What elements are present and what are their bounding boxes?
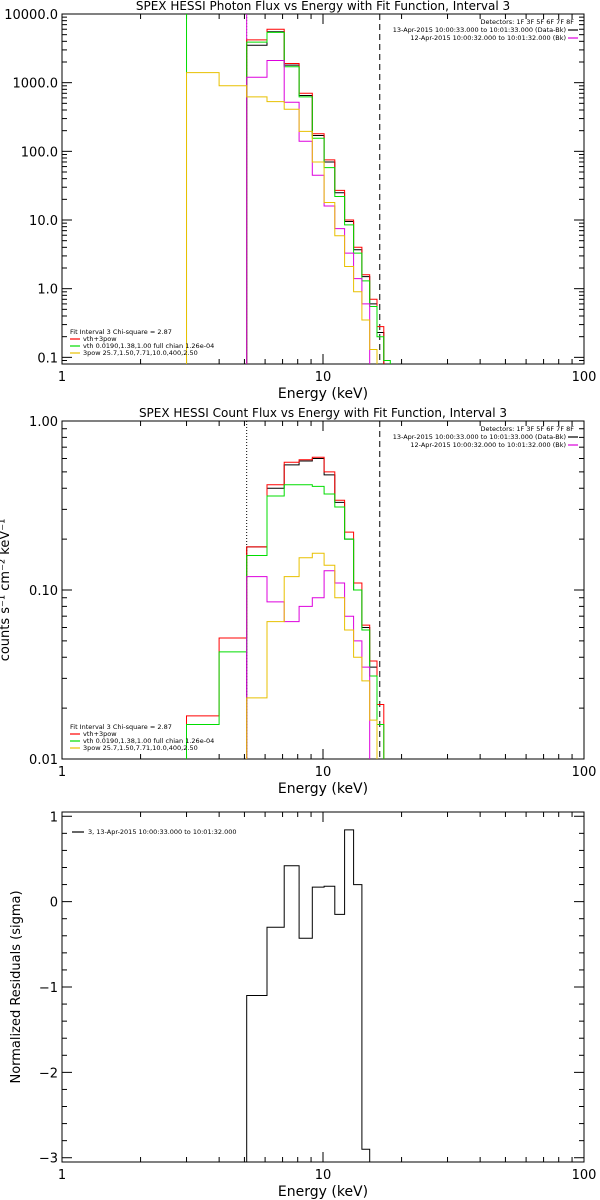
x-tick-label: 1 xyxy=(58,1168,66,1183)
legend-detectors: Detectors: 1F 3F 5F 6F 7F 8F13-Apr-2015 … xyxy=(393,425,578,449)
fit-legend-header: Fit Interval 3 Chi-square = 2.87 xyxy=(70,328,172,336)
series-red xyxy=(246,28,385,364)
x-tick-label: 1 xyxy=(58,370,66,385)
plot-frame xyxy=(61,13,585,365)
fit-legend-entry-text: 3pow 25.7,1.50,7.71,10.0,400,2.50 xyxy=(83,349,198,357)
series-black xyxy=(246,31,385,364)
y-tick-label: 1.00 xyxy=(29,415,58,430)
y-tick-label: 0.1 xyxy=(37,351,58,366)
fit-legend-entry-text: 3pow 25.7,1.50,7.71,10.0,400,2.50 xyxy=(83,744,198,752)
legend-fit: Fit Interval 3 Chi-square = 2.87vth+3pow… xyxy=(70,723,214,752)
y-tick-label: 0.10 xyxy=(29,584,58,599)
chart-title: SPEX HESSI Count Flux vs Energy with Fit… xyxy=(139,406,507,420)
legend-residuals: 3, 13-Apr-2015 10:00:33.000 to 10:01:32.… xyxy=(72,828,237,836)
plot-frame xyxy=(61,420,585,760)
y-tick-label: 10.0 xyxy=(29,214,58,229)
x-tick-label: 10 xyxy=(315,370,332,385)
series-red xyxy=(186,456,385,759)
y-tick-label: −1 xyxy=(39,981,58,996)
fit-legend-entry-text: vth+3pow xyxy=(83,335,117,343)
legend-entry-text: 12-Apr-2015 10:00:32.000 to 10:01:32.000… xyxy=(410,34,566,42)
y-tick-label: 0.01 xyxy=(29,753,58,768)
chart-panel-2: SPEX HESSI Count Flux vs Energy with Fit… xyxy=(0,406,596,797)
x-axis-label: Energy (keV) xyxy=(278,781,368,797)
series-green xyxy=(246,31,391,364)
plot-frame xyxy=(61,811,585,1163)
fit-legend-entry-text: vth 0.0190,1.38,1.00 full chian 1.26e-04 xyxy=(83,737,214,745)
x-tick-label: 10 xyxy=(315,765,332,780)
y-tick-label: 0 xyxy=(50,896,58,911)
chart-panel-1: SPEX HESSI Photon Flux vs Energy with Fi… xyxy=(4,0,596,402)
x-tick-label: 10 xyxy=(315,1168,332,1183)
y-tick-label: 1000.0 xyxy=(13,77,59,92)
y-tick-label: −3 xyxy=(39,1152,58,1167)
legend-header: Detectors: 1F 3F 5F 6F 7F 8F xyxy=(480,425,574,433)
x-tick-label: 100 xyxy=(572,370,597,385)
legend-entry-text: 13-Apr-2015 10:00:33.000 to 10:01:33.000… xyxy=(393,433,566,441)
series-black xyxy=(246,458,378,759)
series-magenta xyxy=(246,570,371,759)
series-yellow xyxy=(186,72,378,364)
x-axis-label: Energy (keV) xyxy=(278,1184,368,1200)
y-tick-label: 100.0 xyxy=(21,145,58,160)
chart-title: SPEX HESSI Photon Flux vs Energy with Fi… xyxy=(136,0,510,13)
x-tick-label: 1 xyxy=(58,765,66,780)
fit-legend-header: Fit Interval 3 Chi-square = 2.87 xyxy=(70,723,172,731)
y-tick-label: −2 xyxy=(39,1066,58,1081)
fit-legend-entry-text: vth 0.0190,1.38,1.00 full chian 1.26e-04 xyxy=(83,342,214,350)
y-tick-label: 1 xyxy=(50,810,58,825)
series-magenta xyxy=(246,60,371,364)
x-axis-label: Energy (keV) xyxy=(278,386,368,402)
x-tick-label: 100 xyxy=(572,765,597,780)
legend-entry-text: 3, 13-Apr-2015 10:00:33.000 to 10:01:32.… xyxy=(88,828,237,836)
legend-header: Detectors: 1F 3F 5F 6F 7F 8F xyxy=(480,18,574,26)
series-black xyxy=(246,829,371,1162)
y-axis-label: counts s⁻¹ cm⁻² keV⁻¹ xyxy=(0,519,13,662)
chart-panel-3: 1 10 100 Energy (keV) −3 −2 −1 0 1 Normalized Res… xyxy=(9,810,596,1200)
legend-entry-text: 13-Apr-2015 10:00:33.000 to 10:01:33.000… xyxy=(393,26,566,34)
fit-legend-entry-text: vth+3pow xyxy=(83,730,117,738)
legend-entry-text: 12-Apr-2015 10:00:32.000 to 10:01:32.000… xyxy=(410,441,566,449)
legend-fit: Fit Interval 3 Chi-square = 2.87vth+3pow… xyxy=(70,328,214,357)
y-tick-label: 10000.0 xyxy=(4,8,58,23)
legend-detectors: Detectors: 1F 3F 5F 6F 7F 8F13-Apr-2015 … xyxy=(393,18,578,42)
series-yellow xyxy=(246,552,378,759)
x-tick-label: 100 xyxy=(572,1168,597,1183)
y-tick-label: 1.0 xyxy=(37,283,58,298)
y-axis-label: Normalized Residuals (sigma) xyxy=(9,890,24,1083)
